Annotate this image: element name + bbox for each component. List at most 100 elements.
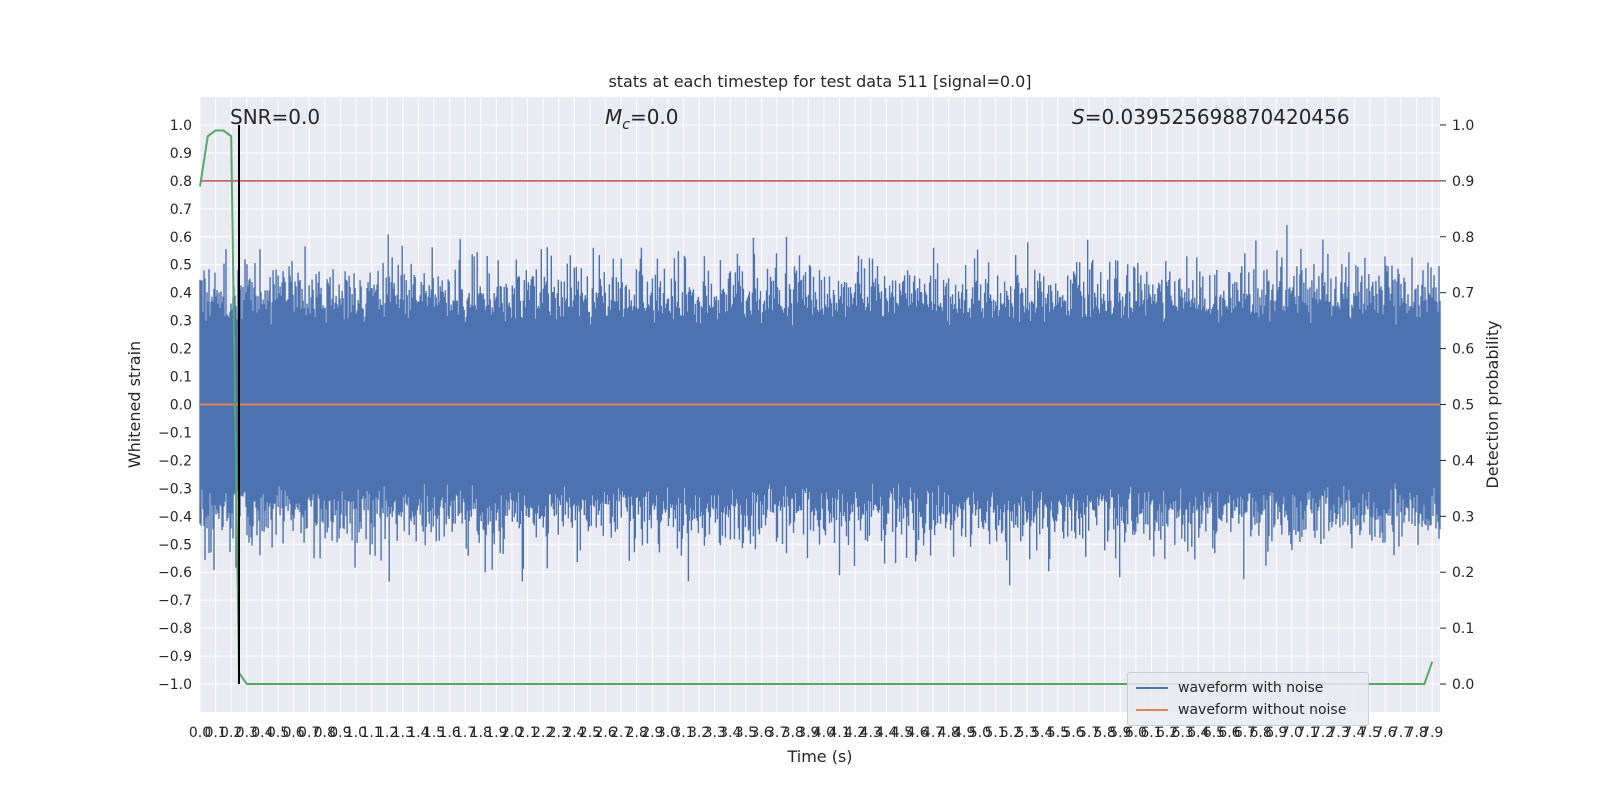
x-tick-label: 1.8	[470, 725, 492, 741]
x-tick-label: 6.1	[1140, 725, 1162, 741]
legend-swatch-clean	[1136, 709, 1168, 711]
y2-tick-label: 0.4	[1452, 453, 1474, 469]
x-tick-label: 6.8	[1249, 725, 1271, 741]
x-tick-label: 4.9	[953, 725, 975, 741]
chart-title: stats at each timestep for test data 511…	[608, 72, 1031, 91]
y-tick-label: 0.9	[170, 146, 192, 162]
annotation-chirp-mass-symbol: M	[605, 105, 622, 129]
x-tick-label: 1.6	[438, 725, 460, 741]
x-tick-label: 1.3	[392, 725, 414, 741]
x-tick-label: 0.3	[236, 725, 258, 741]
x-tick-label: 2.3	[548, 725, 570, 741]
x-tick-label: 5.5	[1047, 725, 1069, 741]
x-tick-label: 6.9	[1265, 725, 1287, 741]
y-tick-label: −1.0	[158, 677, 192, 693]
x-tick-label: 3.7	[766, 725, 788, 741]
x-tick-label: 2.7	[610, 725, 632, 741]
x-tick-label: 1.9	[485, 725, 507, 741]
x-tick-label: 3.4	[719, 725, 741, 741]
annotation-score: S=0.039525698870420456	[1072, 105, 1350, 129]
x-tick-label: 5.8	[1094, 725, 1116, 741]
x-tick-label: 6.5	[1203, 725, 1225, 741]
x-tick-label: 4.7	[922, 725, 944, 741]
x-tick-label: 0.4	[251, 725, 273, 741]
x-tick-label: 2.5	[579, 725, 601, 741]
x-tick-label: 5.1	[984, 725, 1006, 741]
x-axis-label: Time (s)	[786, 747, 852, 766]
y-tick-label: 0.7	[170, 202, 192, 218]
y-tick-label: −0.4	[158, 509, 192, 525]
y-tick-label: −0.9	[158, 649, 192, 665]
y2-tick-label: 0.2	[1452, 565, 1474, 581]
x-tick-label: 1.7	[454, 725, 476, 741]
x-tick-label: 7.9	[1421, 725, 1443, 741]
x-tick-label: 4.3	[860, 725, 882, 741]
x-tick-label: 5.3	[1016, 725, 1038, 741]
x-tick-label: 2.8	[626, 725, 648, 741]
x-tick-label: 2.4	[563, 725, 585, 741]
x-tick-label: 3.2	[688, 725, 710, 741]
y2-tick-label: 0.5	[1452, 398, 1474, 414]
y-tick-label: 0.5	[170, 258, 192, 274]
y-tick-label: 0.2	[170, 342, 192, 358]
y-tick-label: 0.8	[170, 174, 192, 190]
y-tick-label: 1.0	[170, 118, 192, 134]
x-tick-label: 4.4	[875, 725, 897, 741]
y2-tick-label: 0.1	[1452, 621, 1474, 637]
x-tick-label: 2.6	[594, 725, 616, 741]
x-tick-label: 6.7	[1234, 725, 1256, 741]
x-tick-label: 4.0	[813, 725, 835, 741]
x-tick-label: 6.3	[1172, 725, 1194, 741]
y-tick-label: −0.5	[158, 537, 192, 553]
y-tick-label: −0.8	[158, 621, 192, 637]
x-tick-label: 3.3	[704, 725, 726, 741]
x-tick-label: 6.2	[1156, 725, 1178, 741]
x-tick-label: 6.6	[1218, 725, 1240, 741]
y2-tick-label: 0.7	[1452, 286, 1474, 302]
x-tick-label: 5.2	[1000, 725, 1022, 741]
legend-label-clean: waveform without noise	[1178, 702, 1347, 718]
x-tick-label: 5.4	[1031, 725, 1053, 741]
y-tick-label: 0.0	[170, 398, 192, 414]
x-tick-label: 3.5	[735, 725, 757, 741]
y2-axis-label: Detection probability	[1483, 320, 1502, 488]
x-tick-label: 5.7	[1078, 725, 1100, 741]
x-tick-label: 1.1	[360, 725, 382, 741]
x-tick-label: 0.1	[204, 725, 226, 741]
y-tick-label: −0.3	[158, 481, 192, 497]
x-tick-label: 0.9	[329, 725, 351, 741]
x-tick-label: 0.0	[189, 725, 211, 741]
x-tick-label: 4.1	[828, 725, 850, 741]
x-tick-label: 2.2	[532, 725, 554, 741]
y2-tick-label: 0.3	[1452, 509, 1474, 525]
y2-tick-label: 1.0	[1452, 118, 1474, 134]
legend-label-noise: waveform with noise	[1178, 680, 1324, 696]
y2-tick-label: 0.9	[1452, 174, 1474, 190]
x-tick-label: 7.5	[1359, 725, 1381, 741]
annotation-snr: SNR=0.0	[230, 105, 320, 129]
annotation-score-value: =0.039525698870420456	[1085, 105, 1350, 129]
x-tick-label: 0.2	[220, 725, 242, 741]
legend-swatch-noise	[1136, 687, 1168, 689]
x-tick-label: 5.0	[969, 725, 991, 741]
x-tick-label: 0.8	[314, 725, 336, 741]
x-tick-label: 6.4	[1187, 725, 1209, 741]
x-tick-label: 0.7	[298, 725, 320, 741]
y-tick-label: −0.1	[158, 425, 192, 441]
series-layer	[199, 124, 1441, 686]
x-tick-label: 3.1	[672, 725, 694, 741]
x-tick-label: 7.0	[1281, 725, 1303, 741]
x-tick-label: 4.5	[891, 725, 913, 741]
x-tick-label: 0.6	[282, 725, 304, 741]
y-tick-label: −0.7	[158, 593, 192, 609]
x-tick-label: 1.0	[345, 725, 367, 741]
x-tick-label: 3.8	[782, 725, 804, 741]
x-tick-label: 5.6	[1062, 725, 1084, 741]
annotation-chirp-mass-subscript: c	[622, 117, 630, 133]
y-tick-label: −0.2	[158, 453, 192, 469]
y-tick-label: 0.6	[170, 230, 192, 246]
annotation-chirp-mass-value: =0.0	[630, 105, 679, 129]
x-tick-label: 3.6	[750, 725, 772, 741]
